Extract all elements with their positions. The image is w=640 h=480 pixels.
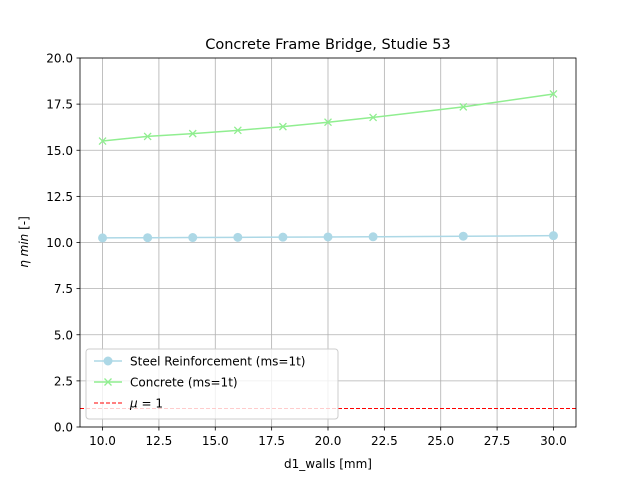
legend-label: Steel Reinforcement (ms=1t) (130, 355, 305, 369)
x-tick-label: 17.5 (258, 434, 285, 448)
data-point (458, 231, 468, 241)
x-axis-label: d1_walls [mm] (284, 457, 372, 471)
data-point (324, 118, 332, 127)
chart-title: Concrete Frame Bridge, Studie 53 (205, 37, 451, 53)
x-tick-label: 20.0 (315, 434, 342, 448)
y-axis-label-symbol: η min (17, 234, 31, 268)
x-tick-label: 30.0 (540, 434, 567, 448)
data-point (98, 233, 108, 243)
y-tick-label: 7.5 (54, 282, 73, 296)
y-tick-label: 15.0 (46, 144, 73, 158)
legend-label-symbol: μ (129, 397, 138, 411)
legend-label: Concrete (ms=1t) (130, 376, 238, 390)
series-1 (98, 90, 558, 145)
y-tick-label: 0.0 (54, 421, 73, 435)
y-tick-label: 20.0 (46, 52, 73, 66)
data-point (233, 126, 242, 135)
y-axis-ticks: 0.0 2.5 5.0 7.5 10.0 12.5 15.0 17.5 20.0 (46, 52, 80, 435)
data-point (459, 102, 468, 111)
data-point (323, 232, 333, 242)
x-tick-label: 12.5 (146, 434, 173, 448)
y-tick-label: 12.5 (46, 190, 73, 204)
data-point (233, 232, 243, 242)
x-tick-label: 15.0 (202, 434, 229, 448)
legend: Steel Reinforcement (ms=1t) Concrete (ms=… (85, 348, 339, 420)
y-tick-label: 17.5 (46, 98, 73, 112)
legend-item: Steel Reinforcement (ms=1t) (94, 355, 305, 369)
y-tick-label: 10.0 (46, 236, 73, 250)
data-point (278, 232, 288, 242)
data-point (368, 232, 378, 242)
y-tick-label: 2.5 (54, 374, 73, 388)
legend-label-suffix: = 1 (138, 397, 163, 411)
x-axis-ticks: 10.0 12.5 15.0 17.5 20.0 22.5 25.0 27.5 30.0 (89, 427, 567, 448)
y-tick-label: 5.0 (54, 328, 73, 342)
x-tick-label: 25.0 (427, 434, 454, 448)
series-0 (98, 231, 558, 243)
data-point (188, 233, 198, 243)
legend-label: μ = 1 (129, 397, 163, 411)
x-tick-label: 22.5 (371, 434, 398, 448)
legend-item: Concrete (ms=1t) (94, 376, 238, 390)
data-point (143, 132, 152, 141)
data-point (369, 113, 378, 122)
legend-item: μ = 1 (94, 397, 163, 411)
data-point (143, 233, 153, 243)
x-tick-label: 27.5 (484, 434, 511, 448)
series-layer (98, 90, 558, 243)
data-point (278, 122, 287, 131)
x-tick-label: 10.0 (89, 434, 116, 448)
y-axis-label: η min [-] (17, 216, 31, 268)
data-point (103, 356, 113, 366)
data-point (549, 90, 558, 98)
data-point (104, 378, 112, 386)
y-axis-label-unit: [-] (17, 216, 31, 234)
data-point (98, 137, 107, 145)
data-point (548, 231, 558, 241)
data-point (188, 129, 197, 138)
legend-frame (85, 348, 339, 420)
